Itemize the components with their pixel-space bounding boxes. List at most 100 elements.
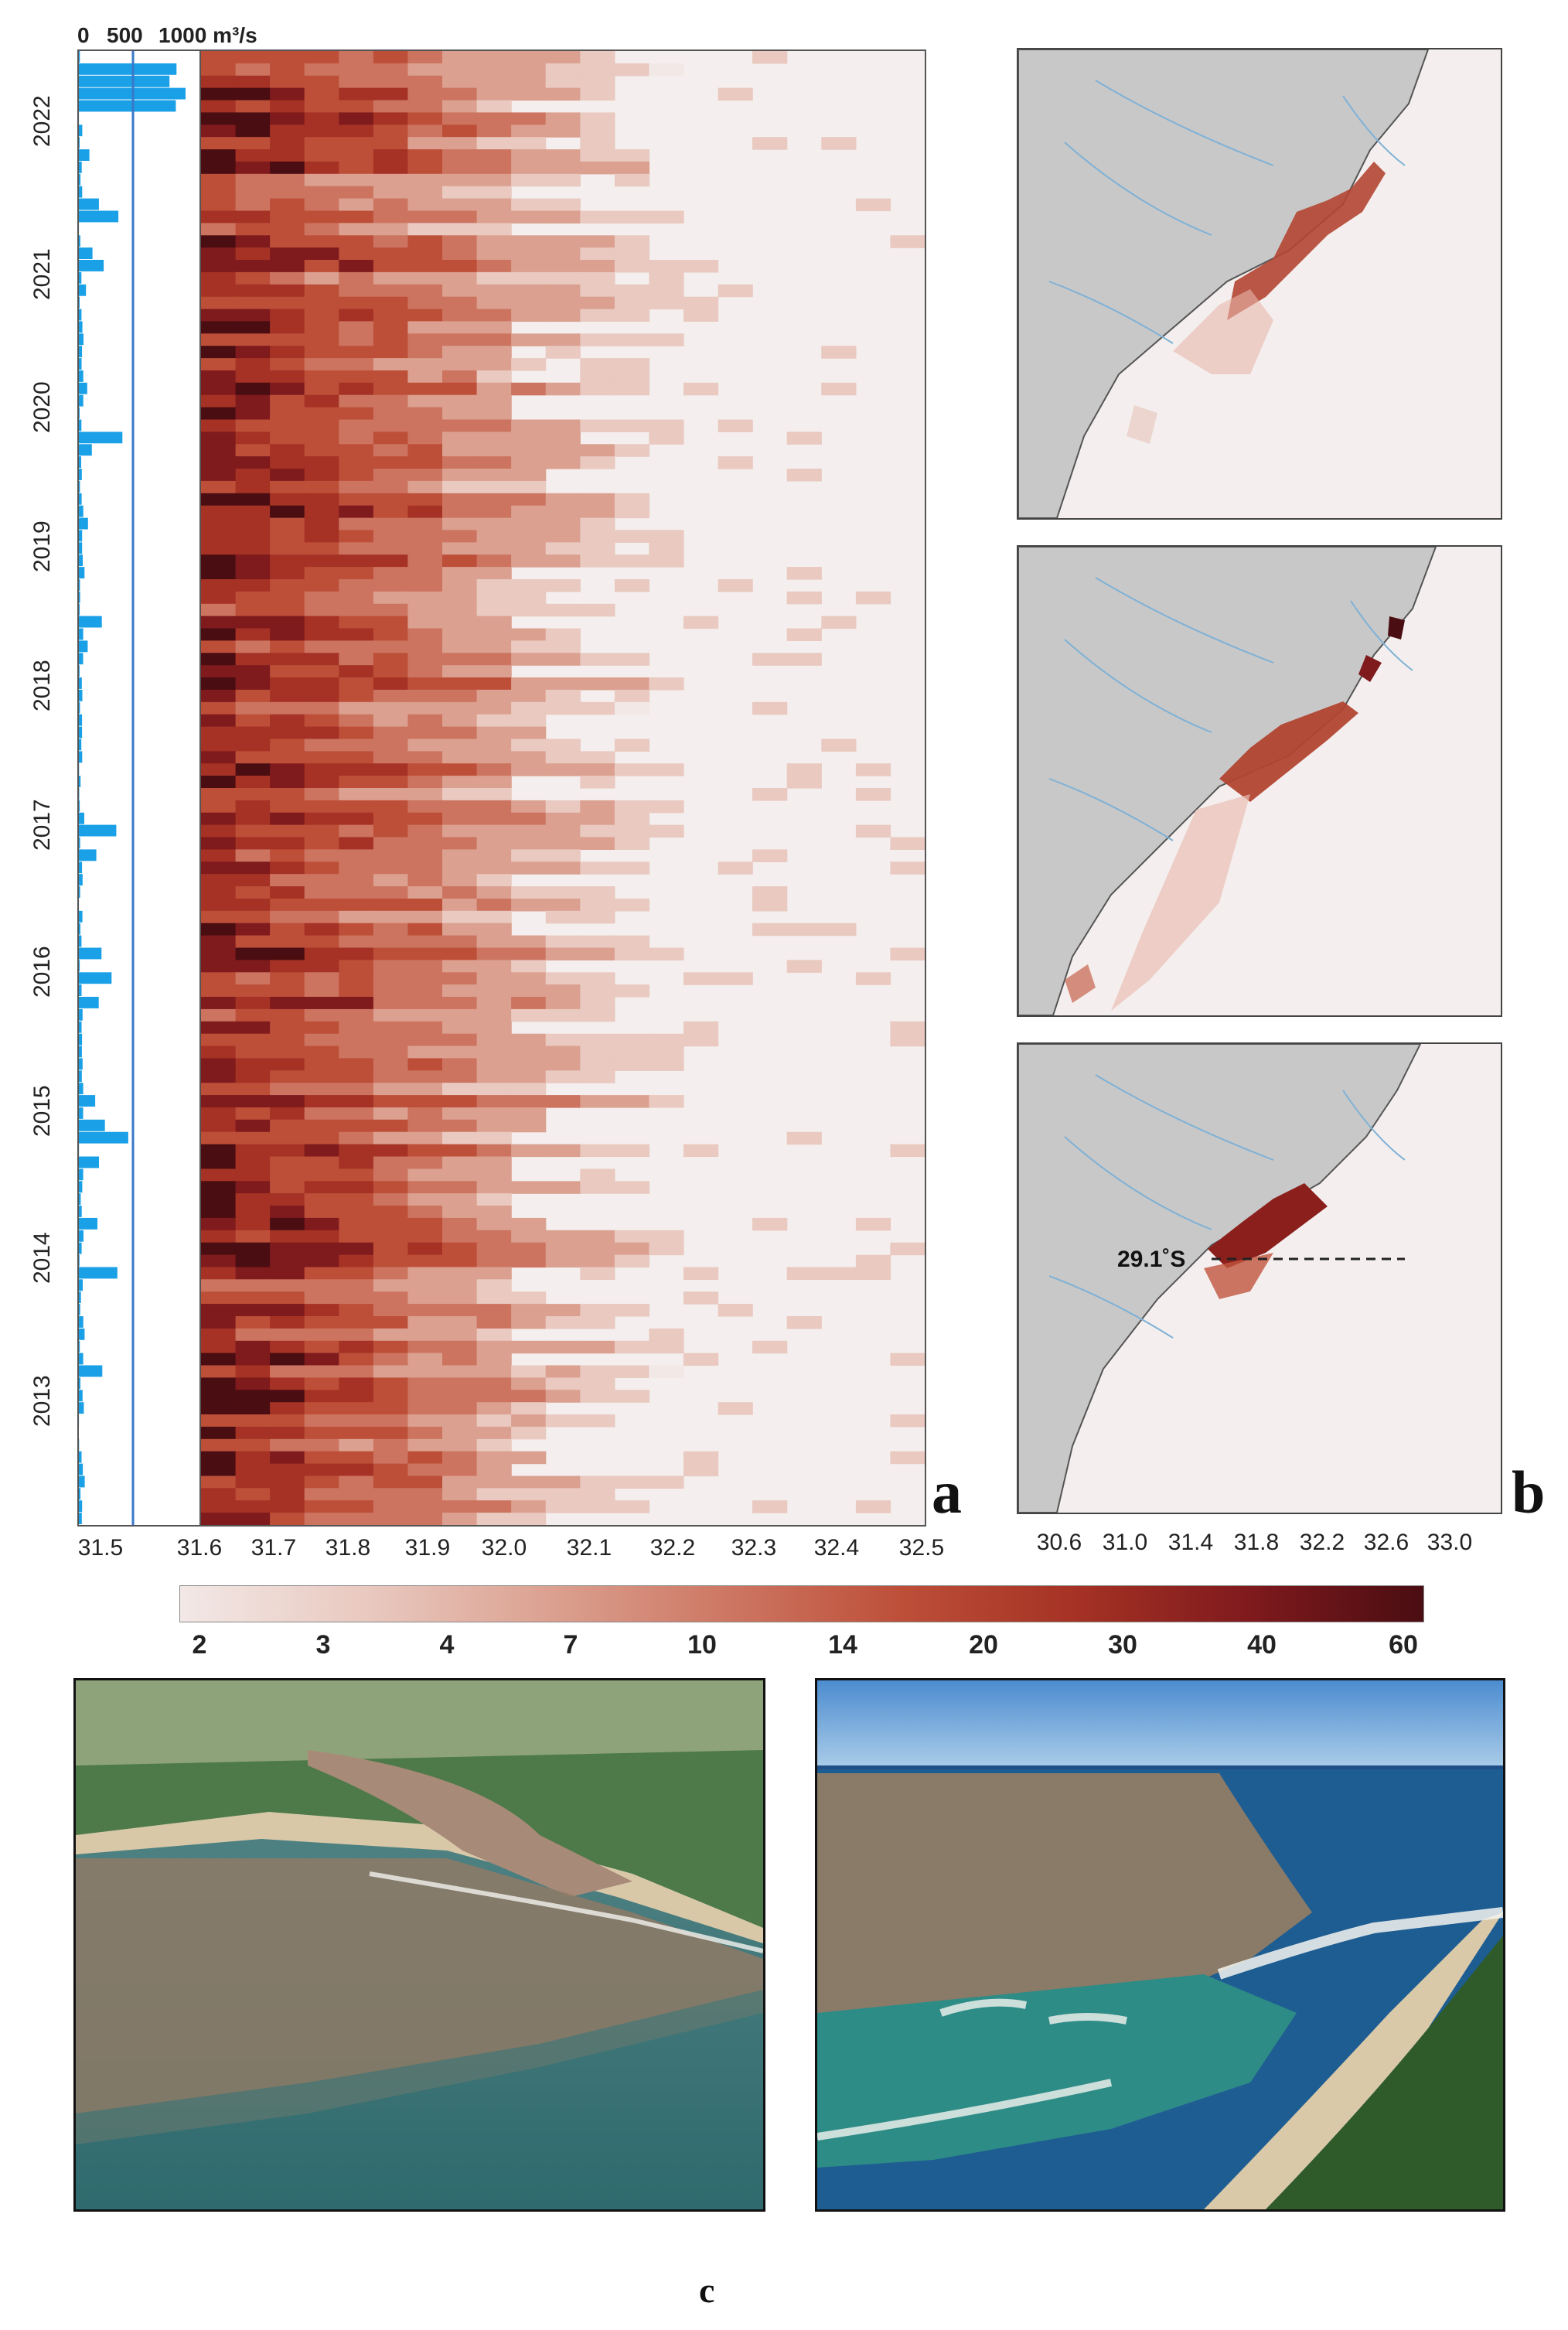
heatmap-cell — [511, 1033, 547, 1047]
discharge-bar — [79, 186, 83, 198]
heatmap-cell — [511, 1217, 547, 1231]
heatmap-cell — [304, 947, 339, 960]
heatmap-cell — [339, 776, 374, 789]
heatmap-cell — [373, 972, 409, 985]
heatmap-cell — [545, 984, 581, 998]
heatmap-cell — [304, 125, 339, 138]
heatmap-cell — [270, 1156, 305, 1169]
heatmap-cell — [304, 677, 339, 691]
heatmap-cell — [407, 1193, 443, 1206]
discharge-bar — [79, 653, 84, 665]
heatmap-cell — [476, 603, 512, 617]
discharge-bar — [79, 640, 88, 653]
heatmap-cell — [442, 51, 478, 64]
heatmap-cell — [270, 125, 305, 138]
colorbar-label-60: 60 — [1389, 1630, 1418, 1660]
heatmap-cell — [201, 837, 237, 850]
heatmap-cell — [580, 653, 615, 666]
heatmap-cell — [407, 751, 443, 764]
heatmap-cell — [235, 689, 271, 703]
heatmap-cell — [270, 333, 305, 346]
discharge-bar — [79, 1500, 83, 1513]
heatmap-cell — [476, 542, 512, 555]
heatmap-cell — [201, 469, 237, 482]
heatmap-cell — [580, 1230, 615, 1243]
heatmap-cell — [304, 579, 339, 592]
heatmap-cell — [580, 137, 615, 150]
heatmap-cell — [683, 1451, 719, 1465]
heatmap-cell — [511, 382, 547, 396]
heatmap-cell — [511, 210, 547, 223]
heatmap-cell — [511, 87, 547, 101]
discharge-bar — [79, 358, 82, 370]
heatmap-cell — [373, 739, 409, 752]
heatmap-cell — [545, 542, 581, 555]
heatmap-cell — [373, 714, 409, 728]
heatmap-cell — [373, 75, 409, 89]
heatmap-cell — [821, 739, 857, 752]
heatmap-cell — [373, 358, 409, 371]
heatmap-cell — [201, 1390, 237, 1403]
heatmap-cell — [476, 910, 512, 924]
heatmap-cell — [649, 1340, 684, 1354]
heatmap-cell — [235, 173, 271, 187]
heatmap-cell — [545, 210, 581, 223]
heatmap-cell — [476, 1254, 512, 1268]
discharge-bar — [79, 788, 80, 800]
heatmap-cell — [407, 1414, 443, 1428]
heatmap-cell — [442, 726, 478, 740]
discharge-bar — [79, 726, 83, 739]
heatmap-cell — [855, 1267, 891, 1280]
heatmap-cell — [407, 1242, 443, 1256]
year-label-2016: 2016 — [29, 946, 55, 998]
heatmap-cell — [476, 1046, 512, 1059]
heatmap-cell — [752, 1500, 788, 1513]
heatmap-cell — [235, 677, 271, 691]
heatmap-cell — [339, 1377, 374, 1390]
heatmap-cell — [235, 530, 271, 543]
discharge-bar — [79, 394, 84, 407]
heatmap-cell — [235, 665, 271, 678]
discharge-bar — [79, 837, 80, 849]
heatmap-cell — [476, 935, 512, 949]
heatmap-cell — [373, 333, 409, 346]
heatmap-cell — [476, 751, 512, 764]
heatmap-cell — [407, 358, 443, 371]
heatmap-cell — [580, 1267, 615, 1280]
heatmap-cell — [476, 1033, 512, 1047]
heatmap-cell — [304, 997, 339, 1010]
heatmap-cell — [580, 112, 615, 125]
heatmap-cell — [201, 1475, 237, 1489]
heatmap-cell — [476, 309, 512, 322]
heatmap-cell — [270, 370, 305, 384]
heatmap-cell — [373, 874, 409, 887]
heatmap-cell — [373, 899, 409, 912]
heatmap-cell — [270, 346, 305, 359]
heatmap-cell — [821, 616, 857, 629]
heatmap-cell — [201, 149, 237, 162]
heatmap-cell — [373, 653, 409, 666]
heatmap-cell — [373, 432, 409, 445]
heatmap-cell — [304, 198, 339, 212]
heatmap-cell — [304, 247, 339, 261]
heatmap-cell — [683, 1463, 719, 1477]
discharge-bar — [79, 1230, 84, 1242]
heatmap-cell — [304, 1414, 339, 1428]
heatmap-cell — [201, 1070, 237, 1083]
heatmap-cell — [476, 530, 512, 543]
heatmap-cell — [235, 763, 271, 776]
heatmap-cell — [373, 910, 409, 924]
heatmap-cell — [718, 1402, 753, 1415]
heatmap-cell — [201, 849, 237, 862]
heatmap-cell — [683, 1291, 719, 1305]
heatmap-cell — [407, 1500, 443, 1513]
heatmap-cell — [476, 1500, 512, 1513]
heatmap-cell — [270, 1390, 305, 1403]
heatmap-cell — [442, 1193, 478, 1206]
heatmap-cell — [373, 591, 409, 605]
heatmap-cell — [890, 861, 925, 875]
heatmap-cell — [270, 1291, 305, 1305]
heatmap-cell — [786, 653, 822, 666]
heatmap-cell — [270, 1107, 305, 1121]
heatmap-cell — [476, 137, 512, 150]
